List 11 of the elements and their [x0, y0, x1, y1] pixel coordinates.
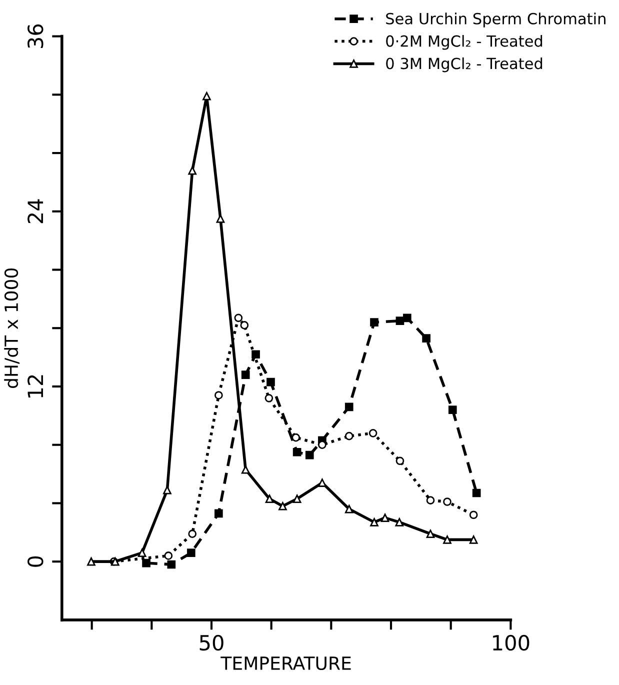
y-tick-label: 24: [28, 199, 43, 224]
legend-label: Sea Urchin Sperm Chromatin: [386, 12, 606, 28]
legend-label: 0 3M MgCl₂ - Treated: [386, 57, 542, 72]
y-axis-title: dH/dT x 1000: [4, 268, 20, 388]
y-tick-label: 12: [28, 375, 43, 398]
y-tick-label: 0: [28, 556, 44, 567]
x-axis-title: TEMPERATURE: [220, 656, 351, 670]
y-tick-label: 36: [28, 24, 44, 48]
legend-label: 0·2M MgCl₂ - Treated: [386, 35, 542, 50]
x-tick-label: 50: [200, 634, 224, 651]
x-tick-label: 100: [493, 634, 530, 651]
